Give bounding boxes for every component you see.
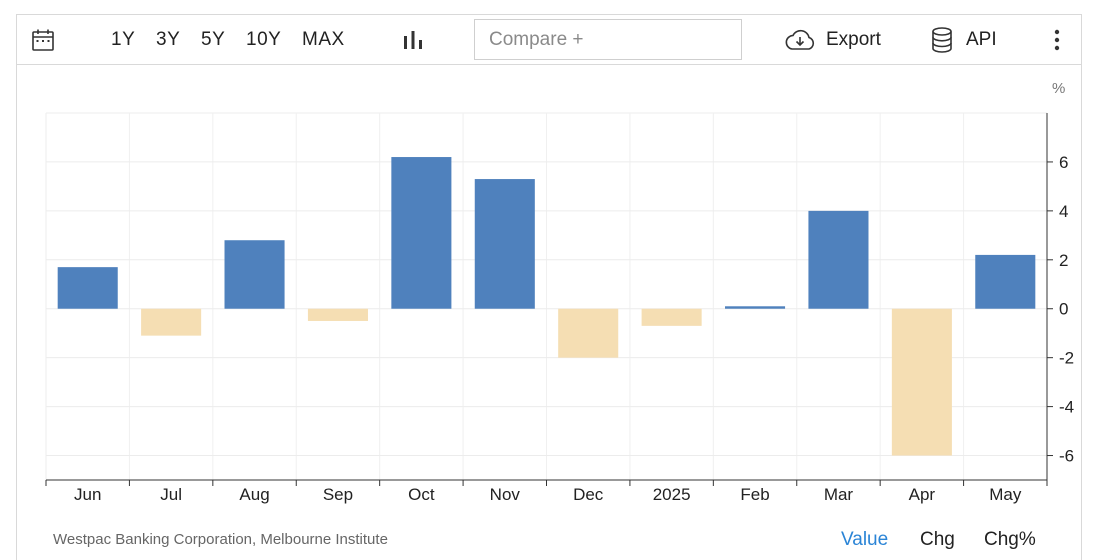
range-max-button[interactable]: MAX bbox=[302, 28, 345, 50]
tab-chg[interactable]: Chg bbox=[920, 529, 955, 550]
x-tick-label: Nov bbox=[490, 485, 521, 504]
bar-feb bbox=[725, 306, 786, 309]
tab-chg-percent[interactable]: Chg% bbox=[984, 529, 1036, 550]
y-tick-label: -6 bbox=[1059, 447, 1074, 466]
x-tick-label: Feb bbox=[740, 485, 769, 504]
x-tick-label: Oct bbox=[408, 485, 435, 504]
chart-toolbar: 1Y 3Y 5Y 10Y MAX Export API bbox=[16, 14, 1082, 65]
calendar-icon[interactable] bbox=[31, 15, 55, 64]
x-tick-label: Jul bbox=[160, 485, 182, 504]
export-button[interactable]: Export bbox=[826, 28, 881, 50]
x-tick-label: 2025 bbox=[653, 485, 691, 504]
y-tick-label: 6 bbox=[1059, 153, 1068, 172]
bar-2025 bbox=[641, 308, 702, 326]
chart-area: 6 4 2 0 -2 -4 -6% Jun Jul Aug Sep Oct Nov Dec 2025 Feb M… bbox=[0, 70, 1097, 515]
x-tick-label: May bbox=[989, 485, 1022, 504]
y-tick-label: 4 bbox=[1059, 202, 1068, 221]
x-tick-label: Sep bbox=[323, 485, 353, 504]
y-tick-label: 2 bbox=[1059, 251, 1068, 270]
unit-label: % bbox=[1052, 80, 1065, 97]
database-icon[interactable] bbox=[931, 15, 953, 64]
compare-field[interactable] bbox=[474, 19, 742, 60]
bar-may bbox=[975, 254, 1036, 309]
vertical-dots-icon[interactable] bbox=[1053, 15, 1061, 64]
y-tick-label: -4 bbox=[1059, 398, 1074, 417]
y-tick-label: -2 bbox=[1059, 349, 1074, 368]
bar-jun bbox=[57, 267, 118, 309]
bar-dec bbox=[558, 308, 619, 358]
bar-aug bbox=[224, 240, 285, 309]
y-tick-label: 0 bbox=[1059, 300, 1068, 319]
x-tick-label: Aug bbox=[239, 485, 269, 504]
x-tick-label: Dec bbox=[573, 485, 604, 504]
tab-value[interactable]: Value bbox=[841, 529, 889, 550]
range-1y-button[interactable]: 1Y bbox=[111, 28, 136, 50]
bar-sep bbox=[307, 308, 368, 321]
bar-jul bbox=[141, 308, 202, 336]
bar-apr bbox=[891, 308, 952, 456]
source-label: Westpac Banking Corporation, Melbourne I… bbox=[53, 531, 388, 548]
range-5y-button[interactable]: 5Y bbox=[201, 28, 226, 50]
api-button[interactable]: API bbox=[966, 28, 997, 50]
x-tick-label: Mar bbox=[824, 485, 854, 504]
x-tick-label: Apr bbox=[909, 485, 936, 504]
range-3y-button[interactable]: 3Y bbox=[156, 28, 181, 50]
compare-input[interactable] bbox=[487, 27, 741, 52]
bar-mar bbox=[808, 210, 869, 309]
bar-chart-icon[interactable] bbox=[403, 15, 423, 64]
x-tick-label: Jun bbox=[74, 485, 101, 504]
bar-oct bbox=[391, 157, 452, 309]
cloud-download-icon[interactable] bbox=[784, 15, 816, 64]
range-10y-button[interactable]: 10Y bbox=[246, 28, 282, 50]
bar-chart: 6 4 2 0 -2 -4 -6% Jun Jul Aug Sep Oct Nov Dec 2025 Feb M… bbox=[45, 80, 1074, 504]
bar-nov bbox=[474, 179, 535, 309]
